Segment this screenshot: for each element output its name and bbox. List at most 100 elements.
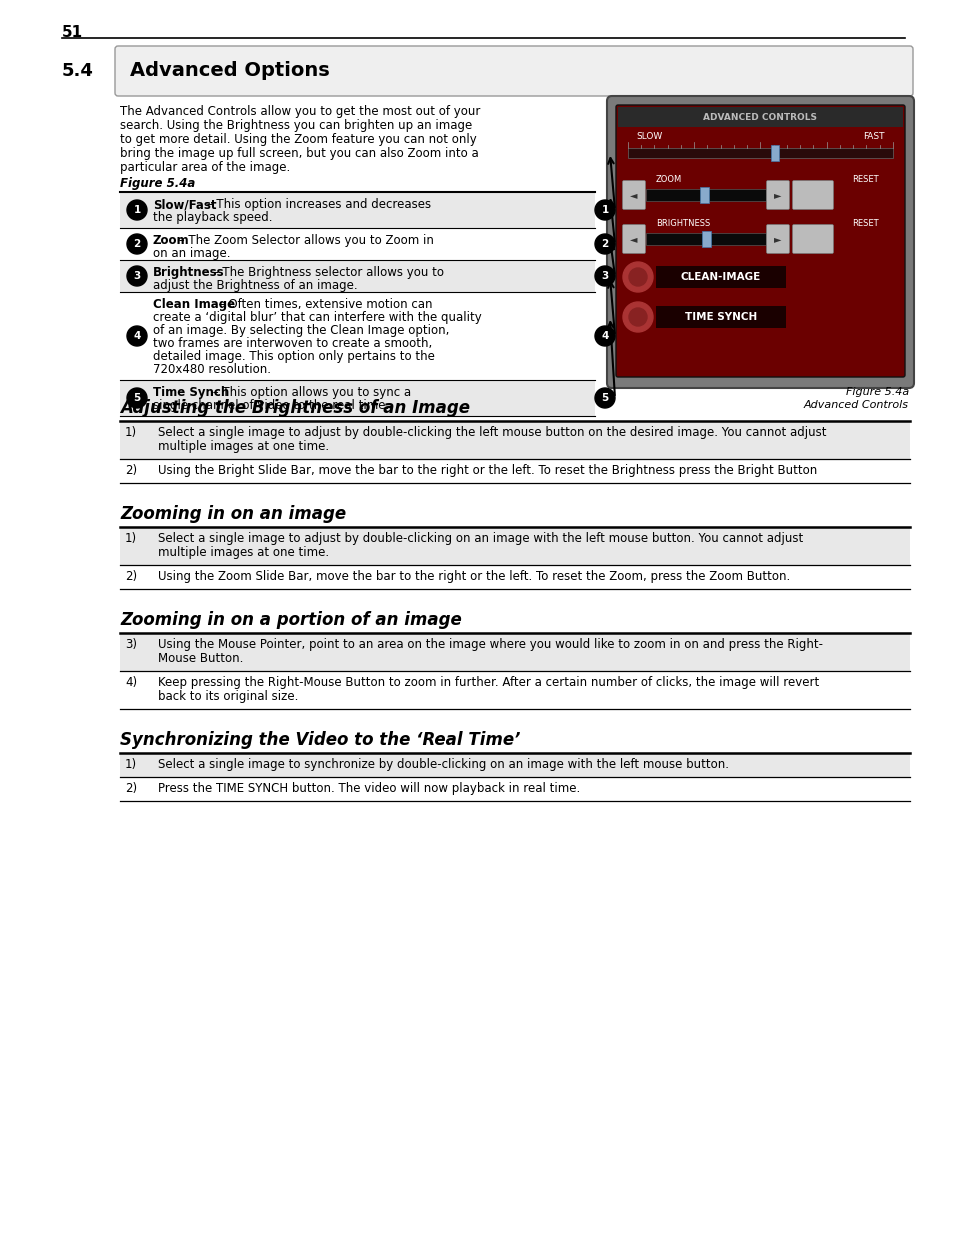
Text: RESET: RESET xyxy=(851,219,878,228)
Circle shape xyxy=(595,200,615,220)
Text: 51: 51 xyxy=(62,25,83,40)
Text: 2): 2) xyxy=(125,782,137,795)
Text: single channel of video to the real time.: single channel of video to the real time… xyxy=(152,399,389,412)
Bar xyxy=(120,459,909,483)
Text: 1): 1) xyxy=(125,426,137,438)
Circle shape xyxy=(127,233,147,254)
Text: Using the Zoom Slide Bar, move the bar to the right or the left. To reset the Zo: Using the Zoom Slide Bar, move the bar t… xyxy=(158,571,789,583)
Text: particular area of the image.: particular area of the image. xyxy=(120,161,290,174)
Text: 3): 3) xyxy=(125,638,137,651)
Text: ◄: ◄ xyxy=(630,233,638,245)
Text: Using the Bright Slide Bar, move the bar to the right or the left. To reset the : Using the Bright Slide Bar, move the bar… xyxy=(158,464,817,477)
Text: multiple images at one time.: multiple images at one time. xyxy=(158,440,329,453)
Text: 2): 2) xyxy=(125,571,137,583)
FancyBboxPatch shape xyxy=(622,180,645,210)
Text: adjust the Brightness of an image.: adjust the Brightness of an image. xyxy=(152,279,357,291)
Bar xyxy=(645,233,765,245)
Bar xyxy=(645,189,765,201)
Text: 5: 5 xyxy=(133,393,140,403)
Text: FAST: FAST xyxy=(862,132,884,141)
Bar xyxy=(120,634,909,671)
Bar xyxy=(120,421,909,459)
Bar xyxy=(770,144,778,161)
Text: ADVANCED CONTROLS: ADVANCED CONTROLS xyxy=(702,112,817,121)
Circle shape xyxy=(127,388,147,408)
Text: Clean Image: Clean Image xyxy=(152,298,234,311)
Circle shape xyxy=(127,326,147,346)
Text: 4: 4 xyxy=(600,331,608,341)
Bar xyxy=(656,266,785,288)
Text: 5.4: 5.4 xyxy=(62,62,93,80)
Text: the playback speed.: the playback speed. xyxy=(152,211,273,224)
Text: – Often times, extensive motion can: – Often times, extensive motion can xyxy=(214,298,432,311)
Text: Select a single image to adjust by double-clicking the left mouse button on the : Select a single image to adjust by doubl… xyxy=(158,426,825,438)
Text: Slow/Fast: Slow/Fast xyxy=(152,198,216,211)
Circle shape xyxy=(595,388,615,408)
Circle shape xyxy=(622,262,652,291)
Text: 2: 2 xyxy=(133,240,140,249)
Bar xyxy=(120,753,909,777)
FancyBboxPatch shape xyxy=(792,225,833,253)
Bar xyxy=(120,671,909,709)
Text: – This option increases and decreases: – This option increases and decreases xyxy=(203,198,431,211)
Text: multiple images at one time.: multiple images at one time. xyxy=(158,546,329,559)
Text: 1): 1) xyxy=(125,758,137,771)
FancyBboxPatch shape xyxy=(616,105,904,377)
Text: back to its original size.: back to its original size. xyxy=(158,690,298,703)
Text: 1: 1 xyxy=(133,205,140,215)
Text: create a ‘digital blur’ that can interfere with the quality: create a ‘digital blur’ that can interfe… xyxy=(152,311,481,324)
Text: search. Using the Brightness you can brighten up an image: search. Using the Brightness you can bri… xyxy=(120,119,472,132)
Bar xyxy=(120,527,909,564)
Circle shape xyxy=(595,233,615,254)
Text: CLEAN-IMAGE: CLEAN-IMAGE xyxy=(680,272,760,282)
Bar xyxy=(120,564,909,589)
Text: bring the image up full screen, but you can also Zoom into a: bring the image up full screen, but you … xyxy=(120,147,478,161)
FancyBboxPatch shape xyxy=(622,225,645,253)
Text: Figure 5.4a: Figure 5.4a xyxy=(845,387,908,396)
Text: 4): 4) xyxy=(125,676,137,689)
Text: – This option allows you to sync a: – This option allows you to sync a xyxy=(209,387,411,399)
Text: 4: 4 xyxy=(133,331,140,341)
Text: Figure 5.4a: Figure 5.4a xyxy=(120,177,195,190)
Text: RESET: RESET xyxy=(851,175,878,184)
Circle shape xyxy=(595,266,615,287)
Text: Select a single image to adjust by double-clicking on an image with the left mou: Select a single image to adjust by doubl… xyxy=(158,532,802,545)
Text: ►: ► xyxy=(774,233,781,245)
Circle shape xyxy=(127,200,147,220)
Bar xyxy=(120,191,595,228)
Text: 1): 1) xyxy=(125,532,137,545)
Text: 720x480 resolution.: 720x480 resolution. xyxy=(152,363,271,375)
FancyBboxPatch shape xyxy=(606,96,913,388)
Text: The Advanced Controls allow you to get the most out of your: The Advanced Controls allow you to get t… xyxy=(120,105,480,119)
Text: – The Zoom Selector allows you to Zoom in: – The Zoom Selector allows you to Zoom i… xyxy=(175,233,434,247)
Text: ZOOM: ZOOM xyxy=(656,175,681,184)
Text: 5: 5 xyxy=(600,393,608,403)
Bar xyxy=(120,777,909,802)
Circle shape xyxy=(127,266,147,287)
Bar xyxy=(656,306,785,329)
Bar xyxy=(120,261,595,291)
Circle shape xyxy=(628,268,646,287)
Text: BRIGHTNESS: BRIGHTNESS xyxy=(656,219,709,228)
Text: Adjusting the Brightness of an Image: Adjusting the Brightness of an Image xyxy=(120,399,470,417)
Text: on an image.: on an image. xyxy=(152,247,231,261)
Text: Synchronizing the Video to the ‘Real Time’: Synchronizing the Video to the ‘Real Tim… xyxy=(120,731,520,748)
Text: Using the Mouse Pointer, point to an area on the image where you would like to z: Using the Mouse Pointer, point to an are… xyxy=(158,638,822,651)
Text: 2: 2 xyxy=(600,240,608,249)
Circle shape xyxy=(628,308,646,326)
Bar xyxy=(618,107,902,127)
Text: – The Brightness selector allows you to: – The Brightness selector allows you to xyxy=(209,266,443,279)
Text: Keep pressing the Right-Mouse Button to zoom in further. After a certain number : Keep pressing the Right-Mouse Button to … xyxy=(158,676,819,689)
Circle shape xyxy=(595,326,615,346)
FancyBboxPatch shape xyxy=(115,46,912,96)
Text: Zooming in on a portion of an image: Zooming in on a portion of an image xyxy=(120,611,461,629)
Bar xyxy=(120,380,595,416)
FancyBboxPatch shape xyxy=(765,180,789,210)
Text: 3: 3 xyxy=(133,270,140,282)
FancyBboxPatch shape xyxy=(765,225,789,253)
Text: of an image. By selecting the Clean Image option,: of an image. By selecting the Clean Imag… xyxy=(152,324,449,337)
Text: 3: 3 xyxy=(600,270,608,282)
Text: Zooming in on an image: Zooming in on an image xyxy=(120,505,346,522)
Bar xyxy=(627,148,892,158)
Text: TIME SYNCH: TIME SYNCH xyxy=(684,312,757,322)
